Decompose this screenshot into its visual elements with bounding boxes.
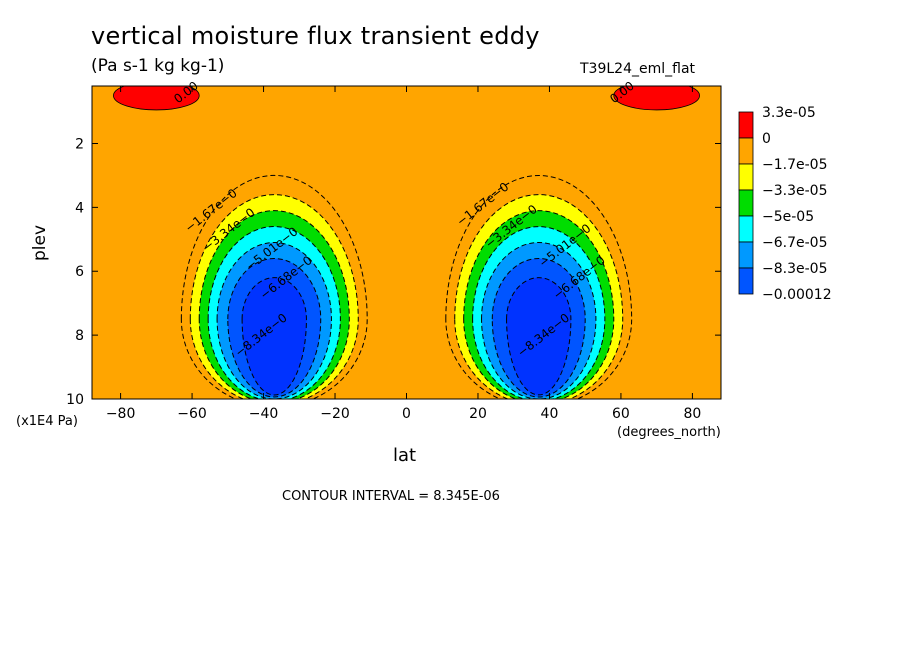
colorbar-swatch-1 (738, 111, 754, 139)
upper-maximum-band-1 (113, 86, 200, 111)
x-axis-label: lat (393, 445, 417, 466)
x-tick-label-40: 40 (541, 406, 559, 422)
y-tick-label-10: 10 (66, 392, 84, 408)
x-tick-label-80: 80 (683, 406, 701, 422)
minimum-1-contour-1 (180, 174, 368, 399)
y-axis-units: (x1E4 Pa) (16, 414, 78, 429)
colorbar-swatch-5 (738, 215, 754, 243)
colorbar-label-3: −1.7e-05 (762, 157, 827, 173)
y-axis: 2 4 6 8 10 (66, 136, 721, 408)
x-tick-label-0: 0 (402, 406, 411, 422)
x-tick-label--80: −80 (106, 406, 136, 422)
chart-title: vertical moisture flux transient eddy (91, 22, 540, 50)
y-tick-label-8: 8 (75, 328, 84, 344)
field-background (92, 86, 721, 399)
x-tick-label--40: −40 (249, 406, 279, 422)
y-tick-label-4: 4 (75, 200, 84, 216)
colorbar-swatch-3 (738, 163, 754, 191)
colorbar-label-1: 3.3e-05 (762, 105, 816, 121)
y-tick-label-2: 2 (75, 136, 84, 152)
x-axis-units: (degrees_north) (617, 425, 721, 440)
colorbar-swatch-7 (738, 267, 754, 295)
x-tick-label-60: 60 (612, 406, 630, 422)
colorbar-label-6: −6.7e-05 (762, 235, 827, 251)
colorbar-label-2: 0 (762, 131, 771, 147)
contour-interval-note: CONTOUR INTERVAL = 8.345E-06 (282, 489, 500, 504)
x-tick-label--20: −20 (320, 406, 350, 422)
colorbar-swatch-6 (738, 241, 754, 269)
colorbar-label-7: −8.3e-05 (762, 261, 827, 277)
colorbar: 3.3e-05 0 −1.7e-05 −3.3e-05 −5e-05 −6.7e-05 −8… (738, 105, 832, 303)
colorbar-label-4: −3.3e-05 (762, 183, 827, 199)
run-name: T39L24_eml_flat (580, 61, 696, 77)
colorbar-swatch-4 (738, 189, 754, 217)
minimum-1-contour-7 (241, 277, 307, 396)
y-tick-label-6: 6 (75, 264, 84, 280)
minimum-2-contour-7 (506, 277, 572, 396)
chart-units: (Pa s-1 kg kg-1) (91, 56, 225, 76)
x-tick-label-20: 20 (469, 406, 487, 422)
upper-maximum-band-2 (613, 86, 700, 111)
contour-field (92, 86, 721, 399)
colorbar-label-5: −5e-05 (762, 209, 814, 225)
x-axis: −80 −60 −40 −20 0 20 40 60 80 (106, 86, 701, 422)
x-tick-label--60: −60 (177, 406, 207, 422)
colorbar-label-8: −0.00012 (762, 287, 832, 303)
colorbar-swatch-2 (738, 137, 754, 165)
